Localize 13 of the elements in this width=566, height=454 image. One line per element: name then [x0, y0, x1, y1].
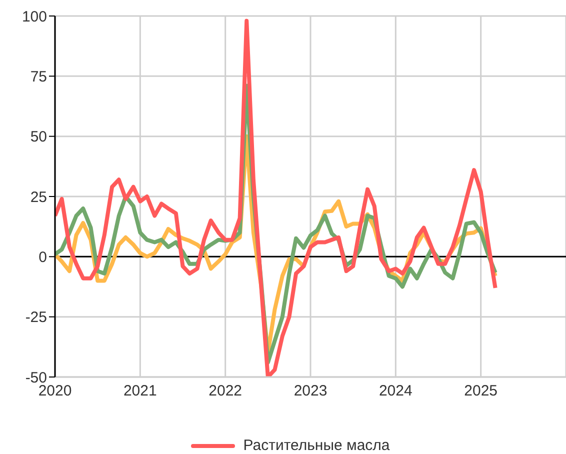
x-tick-label: 2024	[378, 382, 412, 400]
y-tick-label: 0	[38, 248, 47, 266]
x-tick-label: 2021	[123, 382, 157, 400]
x-tick-label: 2025	[464, 382, 498, 400]
x-tick-label: 2023	[294, 382, 328, 400]
y-tick-label: 50	[30, 128, 47, 146]
legend-label: Растительные масла	[242, 437, 390, 454]
x-tick-label: 2022	[208, 382, 242, 400]
y-tick-label: 100	[22, 8, 47, 26]
y-tick-label: -25	[25, 309, 47, 326]
y-tick-label: 25	[30, 188, 47, 206]
line-series	[55, 18, 498, 377]
y-tick-label: 75	[30, 68, 47, 86]
